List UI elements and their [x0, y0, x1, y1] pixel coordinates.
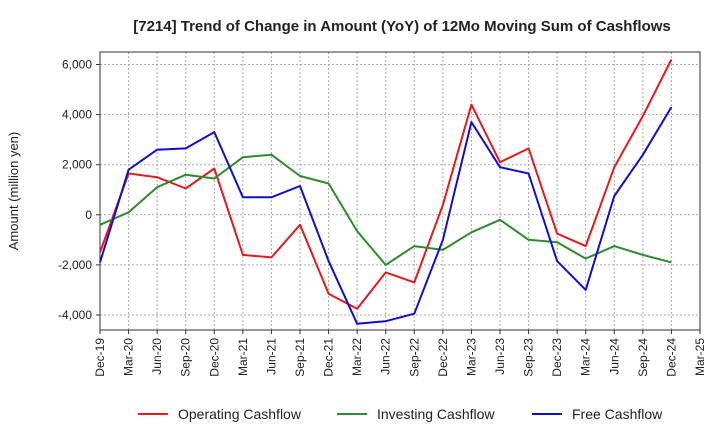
x-tick-label: Dec-23	[550, 338, 564, 377]
grid-lines	[99, 52, 701, 330]
legend-label-free-cashflow: Free Cashflow	[572, 406, 663, 422]
y-tick-label: 0	[85, 208, 92, 222]
chart-title: [7214] Trend of Change in Amount (YoY) o…	[133, 18, 671, 35]
x-tick-label: Sep-24	[636, 338, 650, 377]
legend-label-operating-cashflow: Operating Cashflow	[178, 406, 302, 422]
y-tick-label: 6,000	[62, 58, 92, 72]
operating-cashflow-line	[99, 59, 673, 310]
y-tick-label: 2,000	[62, 158, 92, 172]
x-tick-label: Jun-22	[379, 338, 393, 375]
y-tick-label: -2,000	[58, 258, 92, 272]
x-tick-label: Mar-21	[236, 338, 250, 376]
x-tick-label: Mar-23	[464, 338, 478, 376]
x-tick-label: Mar-22	[350, 338, 364, 376]
x-tick-label: Sep-22	[407, 338, 421, 377]
x-tick-label: Jun-21	[264, 338, 278, 375]
free-cashflow-line	[99, 106, 673, 325]
legend-label-investing-cashflow: Investing Cashflow	[377, 406, 495, 422]
plot-area	[99, 51, 701, 331]
x-tick-label: Sep-23	[522, 338, 536, 377]
x-tick-label: Dec-22	[436, 338, 450, 377]
series-lines	[99, 59, 673, 325]
x-tick-label: Dec-24	[664, 338, 678, 377]
y-tick-label: -4,000	[58, 308, 92, 322]
x-tick-label: Mar-24	[579, 338, 593, 376]
x-tick-label: Dec-21	[322, 338, 336, 377]
investing-cashflow-line	[99, 153, 672, 266]
x-tick-label: Jun-24	[607, 338, 621, 375]
y-axis: -4,000 -2,000 0 2,000 4,000 6,000	[58, 58, 100, 322]
x-tick-label: Mar-25	[693, 338, 707, 376]
x-tick-label: Mar-20	[122, 338, 136, 376]
x-tick-label: Dec-19	[93, 338, 107, 377]
x-tick-label: Jun-23	[493, 338, 507, 375]
x-tick-label: Sep-21	[293, 338, 307, 377]
y-axis-label: Amount (million yen)	[6, 132, 21, 251]
y-tick-label: 4,000	[62, 108, 92, 122]
x-tick-label: Dec-20	[207, 338, 221, 377]
x-tick-label: Jun-20	[150, 338, 164, 375]
legend: Operating Cashflow Investing Cashflow Free…	[138, 406, 663, 422]
x-axis: Dec-19 Mar-20 Jun-20 Sep-20 Dec-20 Mar-21 Jun-…	[93, 330, 707, 377]
x-tick-label: Sep-20	[179, 338, 193, 377]
